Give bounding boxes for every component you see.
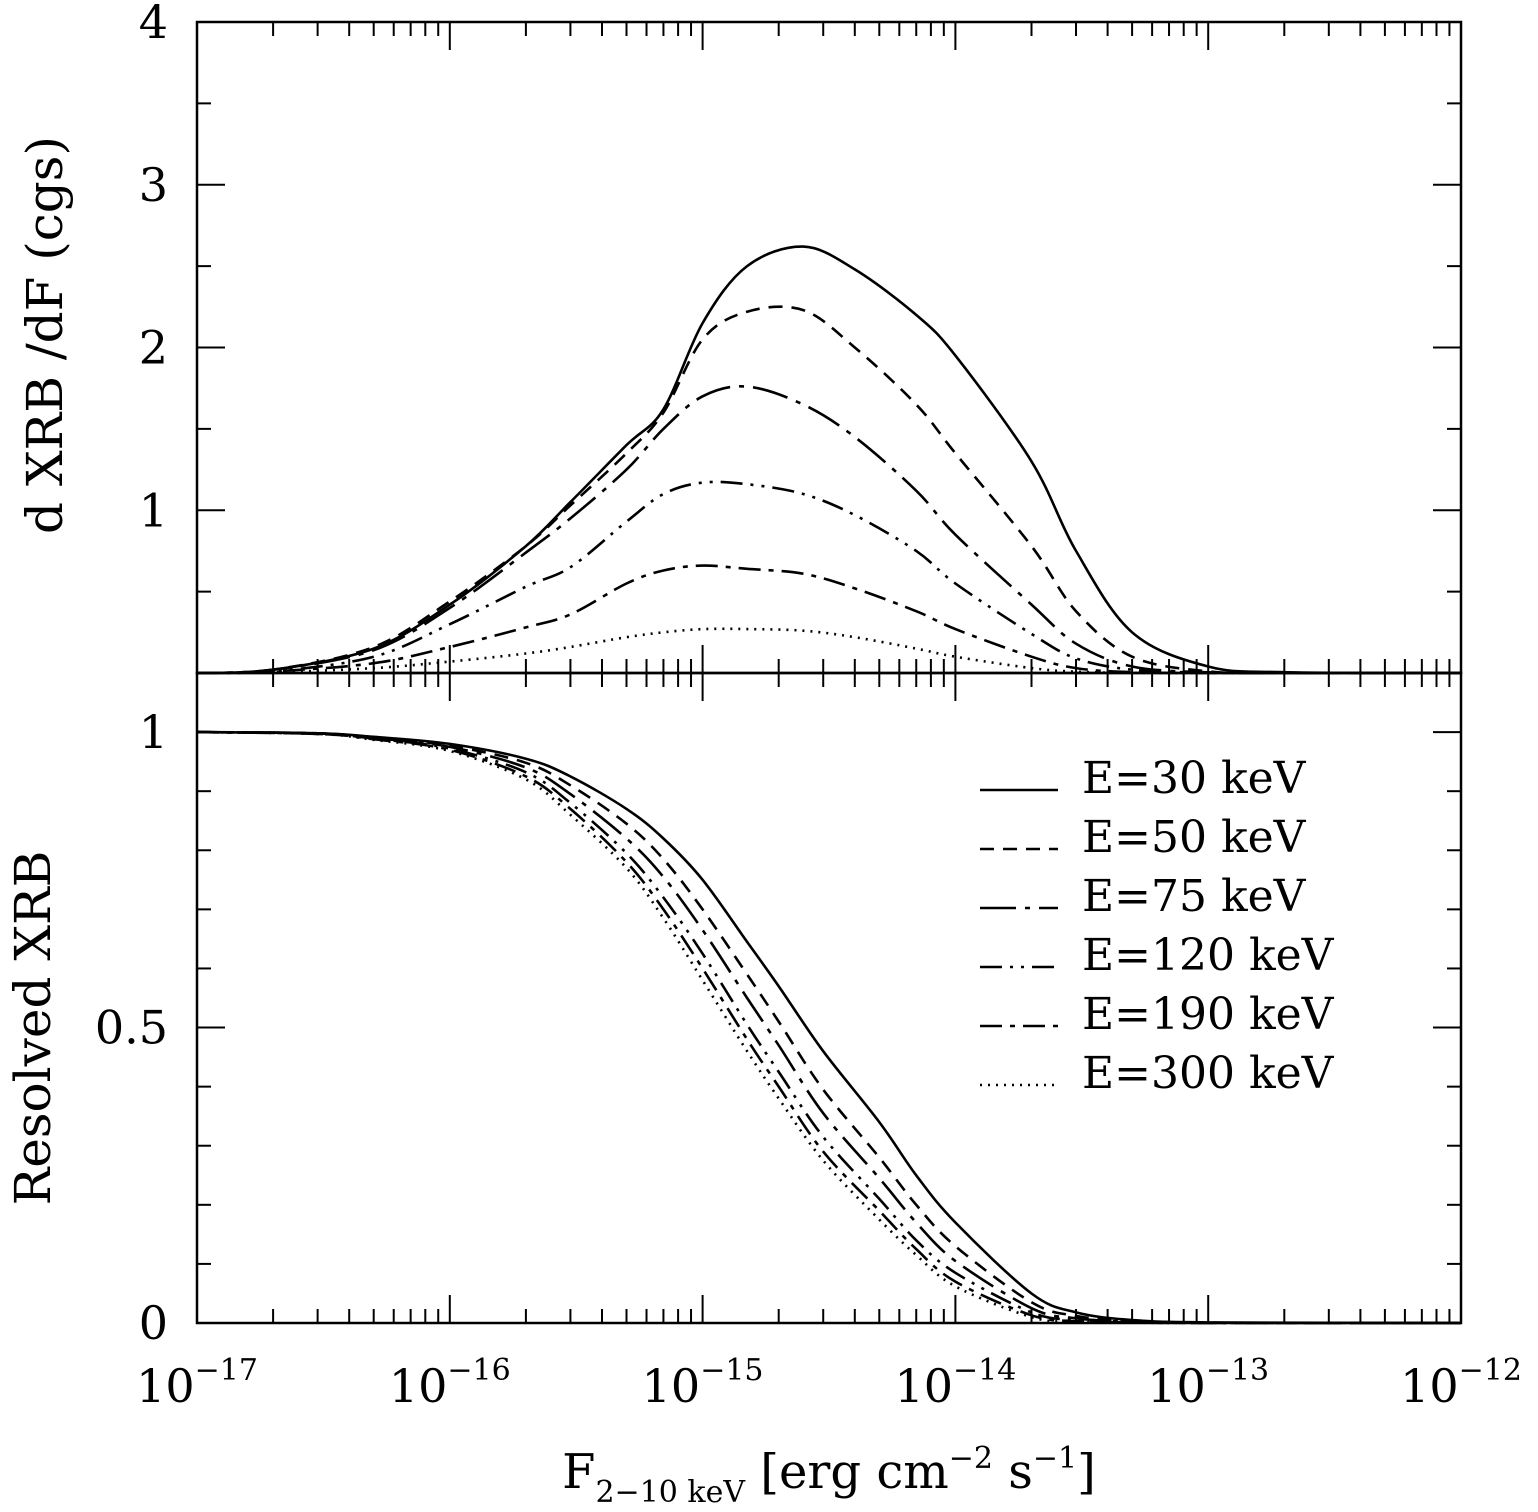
bottom-plot-frame <box>195 671 1463 1325</box>
legend-label: E=300 keV <box>1082 1048 1335 1099</box>
top-y-tick-label: 3 <box>139 158 168 212</box>
x-tick-label: 10−12 <box>1400 1353 1522 1413</box>
top-series-e-190-kev <box>196 564 1461 675</box>
bottom-panel-ticks <box>196 672 1461 1324</box>
bottom-series-e-30-kev <box>196 730 1462 1325</box>
legend-label: E=190 keV <box>1082 989 1335 1040</box>
bottom-panel-y-tick-labels: 00.51 <box>95 705 168 1350</box>
x-tick-label: 10−15 <box>642 1353 764 1413</box>
top-y-tick-label: 1 <box>139 483 168 537</box>
legend-label: E=120 keV <box>1082 930 1335 981</box>
legend: E=30 keV E=50 keV E=75 keV E=120 keV E=190 k… <box>980 753 1335 1099</box>
top-plot-frame <box>195 20 1463 675</box>
bottom-y-tick-label: 1 <box>139 705 168 759</box>
top-panel-y-tick-labels: 1 2 3 4 <box>139 0 168 537</box>
legend-label: E=50 keV <box>1082 812 1307 863</box>
x-tick-label: 10−16 <box>389 1353 511 1413</box>
bottom-y-tick-label: 0 <box>139 1296 168 1350</box>
bottom-y-axis-label: Resolved XRB <box>4 851 62 1206</box>
top-series-e-50-kev <box>196 305 1462 675</box>
bottom-y-tick-label: 0.5 <box>95 1001 168 1055</box>
top-series-e-75-kev <box>196 385 1462 675</box>
legend-label: E=30 keV <box>1082 753 1307 804</box>
top-y-tick-label: 2 <box>139 321 168 375</box>
x-tick-labels: 10−17 10−16 10−15 10−14 10−13 10−12 <box>136 1353 1522 1413</box>
top-y-tick-label: 4 <box>139 0 168 49</box>
top-panel-ticks <box>196 21 1461 674</box>
top-series-e-30-kev <box>196 245 1462 675</box>
x-axis-label: F2−10 keV [erg cm−2 s−1] <box>562 1441 1096 1510</box>
bottom-series-e-75-kev <box>196 730 1462 1325</box>
x-tick-label: 10−14 <box>894 1353 1016 1413</box>
bottom-panel: 00.51 Resolved XRB 10−17 10−16 10−15 10−14 1… <box>4 672 1522 1413</box>
x-tick-label: 10−17 <box>136 1353 258 1413</box>
x-tick-label: 10−13 <box>1147 1353 1269 1413</box>
top-series-e-300-kev <box>196 627 1461 675</box>
legend-label: E=75 keV <box>1082 871 1307 922</box>
top-panel: 1 2 3 4 d XRB /dF (cgs) <box>16 0 1462 675</box>
top-series-e-120-kev <box>196 480 1462 675</box>
top-panel-curves <box>196 245 1462 675</box>
top-y-axis-label: d XRB /dF (cgs) <box>16 136 74 534</box>
